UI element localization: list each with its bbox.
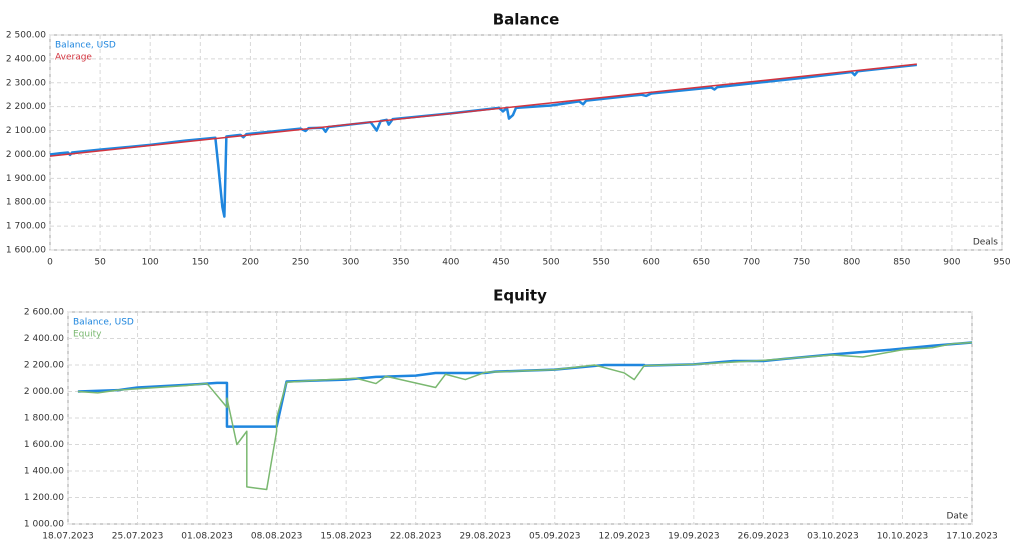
chart-title: Balance xyxy=(493,11,560,29)
x-axis-label: Deals xyxy=(973,238,998,248)
x-tick-label: 15.08.2023 xyxy=(320,532,372,542)
y-tick-label: 2 500.00 xyxy=(6,31,46,41)
y-tick-label: 2 400.00 xyxy=(24,334,64,344)
x-tick-label: 12.09.2023 xyxy=(599,532,651,542)
x-tick-label: 50 xyxy=(94,258,106,268)
x-tick-label: 450 xyxy=(492,258,509,268)
legend-entry: Balance, USD xyxy=(55,41,116,51)
x-tick-label: 750 xyxy=(793,258,810,268)
x-tick-label: 01.08.2023 xyxy=(181,532,233,542)
legend-entry: Equity xyxy=(73,330,102,340)
x-tick-label: 05.09.2023 xyxy=(529,532,581,542)
y-tick-label: 1 000.00 xyxy=(24,520,64,530)
x-tick-label: 650 xyxy=(693,258,710,268)
y-tick-label: 2 200.00 xyxy=(24,361,64,371)
x-tick-label: 19.09.2023 xyxy=(668,532,720,542)
y-tick-label: 2 600.00 xyxy=(24,308,64,318)
y-tick-label: 1 600.00 xyxy=(6,246,46,256)
x-tick-label: 200 xyxy=(242,258,259,268)
x-axis-label: Date xyxy=(946,512,968,522)
y-tick-label: 2 200.00 xyxy=(6,102,46,112)
x-tick-label: 18.07.2023 xyxy=(42,532,94,542)
x-tick-label: 500 xyxy=(542,258,559,268)
x-tick-label: 150 xyxy=(192,258,209,268)
x-tick-label: 700 xyxy=(743,258,760,268)
legend-entry: Average xyxy=(55,53,92,63)
x-tick-label: 900 xyxy=(943,258,960,268)
legend-entry: Balance, USD xyxy=(73,318,134,328)
x-tick-label: 03.10.2023 xyxy=(807,532,859,542)
y-tick-label: 1 200.00 xyxy=(24,493,64,503)
y-tick-label: 1 600.00 xyxy=(24,440,64,450)
x-tick-label: 0 xyxy=(47,258,53,268)
x-tick-label: 25.07.2023 xyxy=(112,532,164,542)
y-tick-label: 2 400.00 xyxy=(6,54,46,64)
x-tick-label: 10.10.2023 xyxy=(877,532,929,542)
y-tick-label: 2 100.00 xyxy=(6,126,46,136)
x-tick-label: 850 xyxy=(893,258,910,268)
plot-area xyxy=(49,34,1003,251)
y-tick-label: 2 000.00 xyxy=(6,150,46,160)
y-tick-label: 2 300.00 xyxy=(6,78,46,88)
x-tick-label: 550 xyxy=(593,258,610,268)
x-tick-label: 950 xyxy=(993,258,1010,268)
series-line xyxy=(77,341,973,491)
x-tick-label: 600 xyxy=(643,258,660,268)
x-tick-label: 17.10.2023 xyxy=(946,532,998,542)
x-tick-label: 300 xyxy=(342,258,359,268)
series-line xyxy=(49,63,917,157)
x-tick-label: 250 xyxy=(292,258,309,268)
y-tick-label: 1 800.00 xyxy=(6,198,46,208)
y-tick-label: 2 000.00 xyxy=(24,387,64,397)
y-tick-label: 1 800.00 xyxy=(24,414,64,424)
y-tick-label: 1 900.00 xyxy=(6,174,46,184)
x-tick-label: 08.08.2023 xyxy=(251,532,303,542)
y-tick-label: 1 700.00 xyxy=(6,222,46,232)
x-tick-label: 400 xyxy=(442,258,459,268)
x-tick-label: 29.08.2023 xyxy=(459,532,511,542)
y-tick-label: 1 400.00 xyxy=(24,467,64,477)
chart-title: Equity xyxy=(493,287,547,305)
x-tick-label: 800 xyxy=(843,258,860,268)
x-tick-label: 350 xyxy=(392,258,409,268)
x-tick-label: 100 xyxy=(142,258,159,268)
x-tick-label: 26.09.2023 xyxy=(738,532,790,542)
x-tick-label: 22.08.2023 xyxy=(390,532,442,542)
